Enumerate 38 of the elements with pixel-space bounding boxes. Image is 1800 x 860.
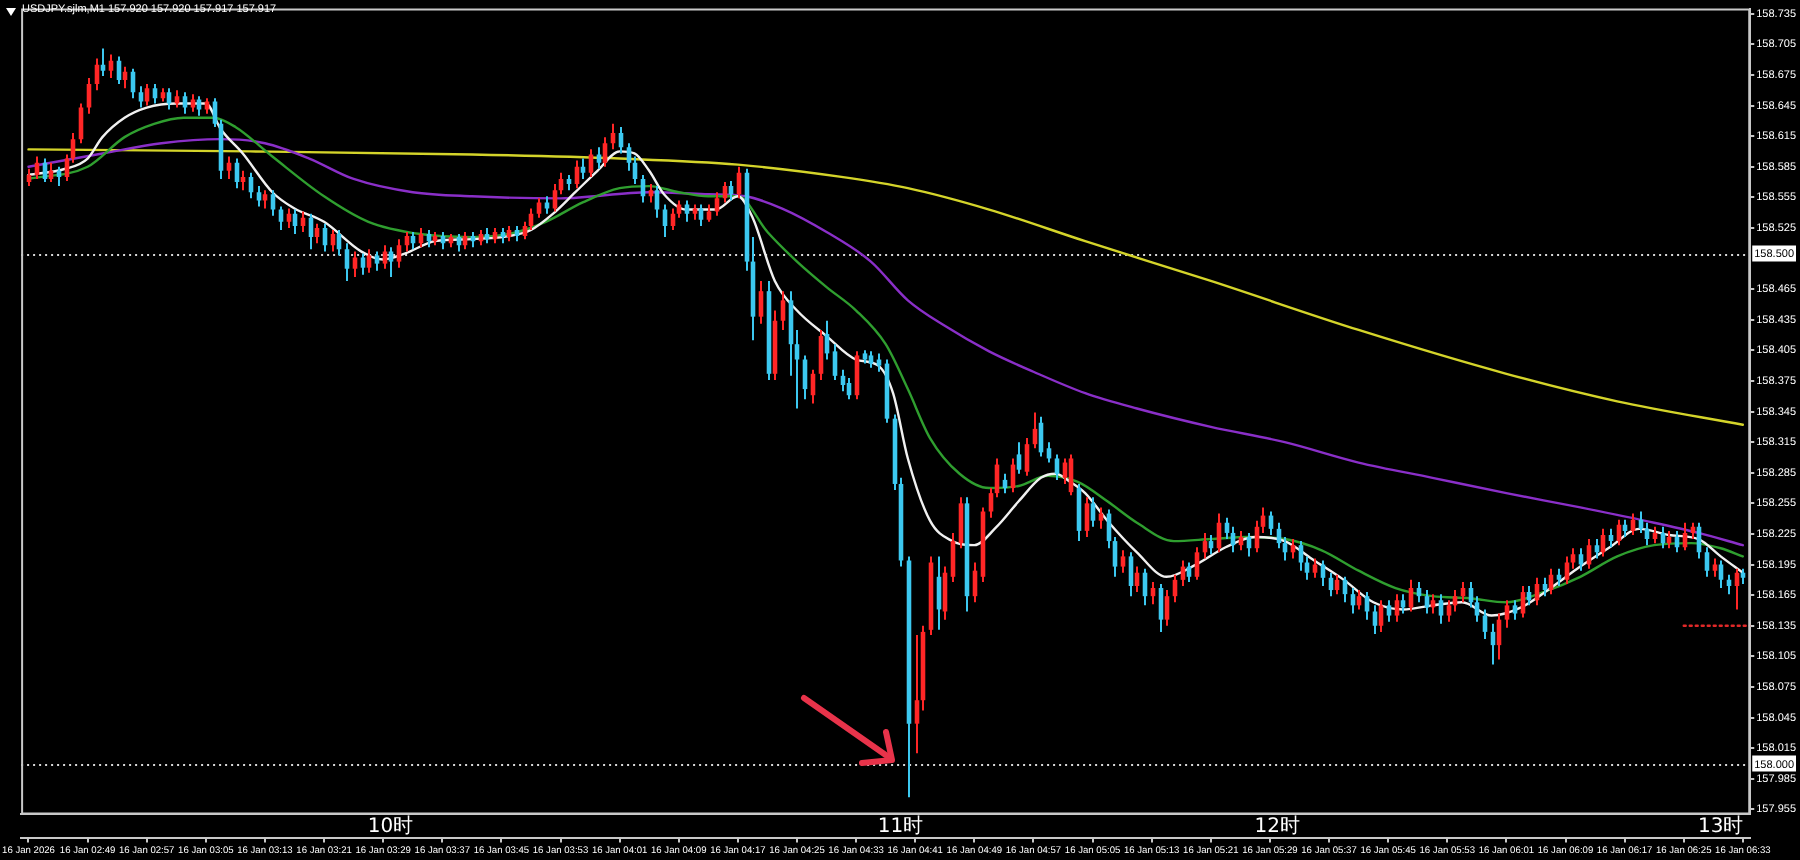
candlestick xyxy=(388,246,394,278)
candlestick xyxy=(196,95,202,117)
candlestick xyxy=(1298,540,1304,572)
candlestick xyxy=(374,250,380,272)
candlestick xyxy=(1394,593,1400,623)
x2-tick-label: 10时 xyxy=(367,813,414,838)
candlestick xyxy=(1704,546,1710,578)
candlestick xyxy=(588,148,594,178)
candlestick xyxy=(1372,604,1378,635)
candlestick xyxy=(1520,584,1526,619)
candlestick xyxy=(684,199,690,223)
candlestick xyxy=(714,191,720,217)
candlestick xyxy=(1054,453,1060,481)
candlestick xyxy=(1120,549,1126,574)
x2-tick-label: 12时 xyxy=(1254,813,1301,838)
candlestick xyxy=(596,146,602,170)
candlestick xyxy=(1512,599,1518,621)
candlestick xyxy=(1504,599,1510,629)
candlestick xyxy=(344,242,350,282)
candlestick xyxy=(602,136,608,168)
candlestick xyxy=(780,290,786,331)
candlestick xyxy=(1438,593,1444,625)
candlestick xyxy=(366,248,372,274)
candlestick xyxy=(182,91,188,115)
candlestick xyxy=(1016,441,1022,475)
x2-tick-label: 11时 xyxy=(877,813,924,838)
candlestick xyxy=(1578,547,1584,572)
x2-tick-label: 13时 xyxy=(1697,813,1744,838)
candlestick xyxy=(536,197,542,219)
candlestick xyxy=(270,189,276,217)
candlestick xyxy=(1586,538,1592,570)
candlestick xyxy=(1386,599,1392,623)
line-series xyxy=(27,148,1745,426)
candlestick xyxy=(396,238,402,269)
candlestick xyxy=(382,244,388,270)
candlestick xyxy=(1090,496,1096,528)
candlestick xyxy=(1378,599,1384,633)
candlestick xyxy=(654,185,660,219)
